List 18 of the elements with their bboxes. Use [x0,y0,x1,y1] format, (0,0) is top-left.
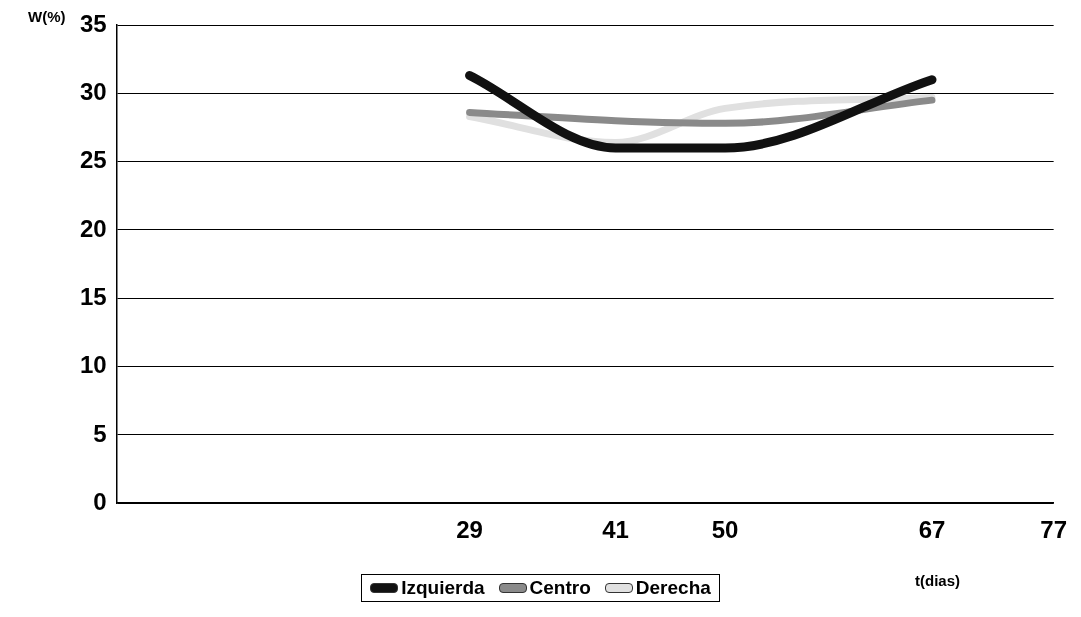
y-axis-title: W(%) [28,8,66,25]
y-tick-label: 15 [79,282,107,310]
legend-label: Centro [529,577,591,599]
x-axis-title: t(dias) [915,572,960,589]
x-tick-label: 29 [456,516,483,544]
y-tick-label: 5 [93,419,107,447]
x-tick-label: 67 [918,516,946,544]
y-tick-label: 35 [79,9,107,37]
y-tick-label: 0 [93,487,107,515]
legend-label: Derecha [635,577,711,599]
x-tick-label: 77 [1040,516,1067,544]
x-tick-label: 50 [711,516,739,544]
legend-label: Izquierda [401,577,485,599]
x-tick-label: 41 [602,516,629,544]
y-tick-label: 30 [79,77,107,105]
y-tick-label: 25 [79,146,107,174]
y-tick-label: 10 [79,351,107,379]
y-tick-label: 20 [79,214,107,242]
